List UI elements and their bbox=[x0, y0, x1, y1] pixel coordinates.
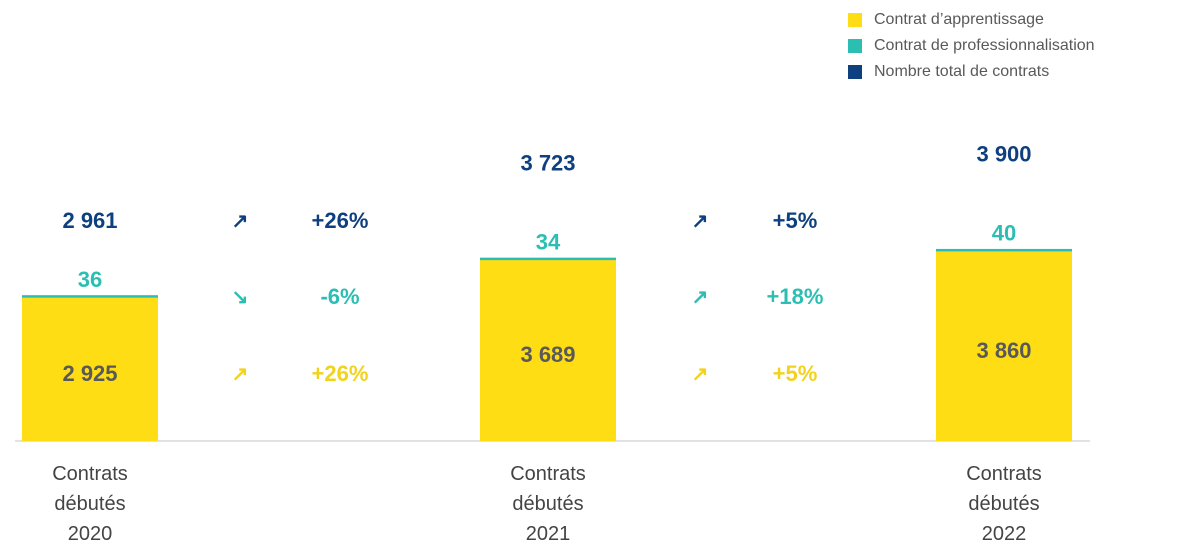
total-label: 3 723 bbox=[520, 150, 575, 175]
legend-label: Nombre total de contrats bbox=[874, 63, 1049, 80]
x-tick-label: Contrats débutés 2022 bbox=[966, 463, 1042, 545]
legend-swatch bbox=[848, 65, 862, 79]
bar-segment bbox=[22, 296, 158, 441]
change-arrow: ↗ bbox=[692, 363, 709, 385]
change-label: -6% bbox=[320, 284, 359, 309]
bar-segment bbox=[936, 250, 1072, 441]
total-label: 2 961 bbox=[62, 208, 117, 233]
value-label: 2 925 bbox=[62, 361, 117, 386]
legend-label: Contrat d’apprentissage bbox=[874, 11, 1044, 28]
change-arrow: ↗ bbox=[232, 363, 249, 385]
change-label: +26% bbox=[312, 361, 369, 386]
bar-segment bbox=[480, 259, 616, 441]
value-label: 34 bbox=[536, 229, 561, 254]
legend-swatch bbox=[848, 13, 862, 27]
change-label: +5% bbox=[773, 208, 818, 233]
value-label: 3 689 bbox=[520, 342, 575, 367]
change-label: +26% bbox=[312, 208, 369, 233]
change-arrow: ↘ bbox=[232, 286, 249, 308]
change-arrow: ↗ bbox=[692, 286, 709, 308]
bar-segment bbox=[936, 248, 1072, 252]
legend-swatch bbox=[848, 39, 862, 53]
total-label: 3 900 bbox=[976, 142, 1031, 167]
legend-label: Contrat de professionnalisation bbox=[874, 37, 1095, 54]
change-arrow: ↗ bbox=[232, 210, 249, 232]
value-label: 3 860 bbox=[976, 338, 1031, 363]
bar-segment bbox=[22, 295, 158, 298]
bar-segment bbox=[480, 257, 616, 261]
change-label: +5% bbox=[773, 361, 818, 386]
change-arrow: ↗ bbox=[692, 210, 709, 232]
x-tick-label: Contrats débutés 2021 bbox=[510, 463, 586, 545]
x-tick-label: Contrats débutés 2020 bbox=[52, 463, 128, 545]
value-label: 36 bbox=[78, 267, 102, 292]
value-label: 40 bbox=[992, 221, 1016, 246]
change-label: +18% bbox=[767, 284, 824, 309]
